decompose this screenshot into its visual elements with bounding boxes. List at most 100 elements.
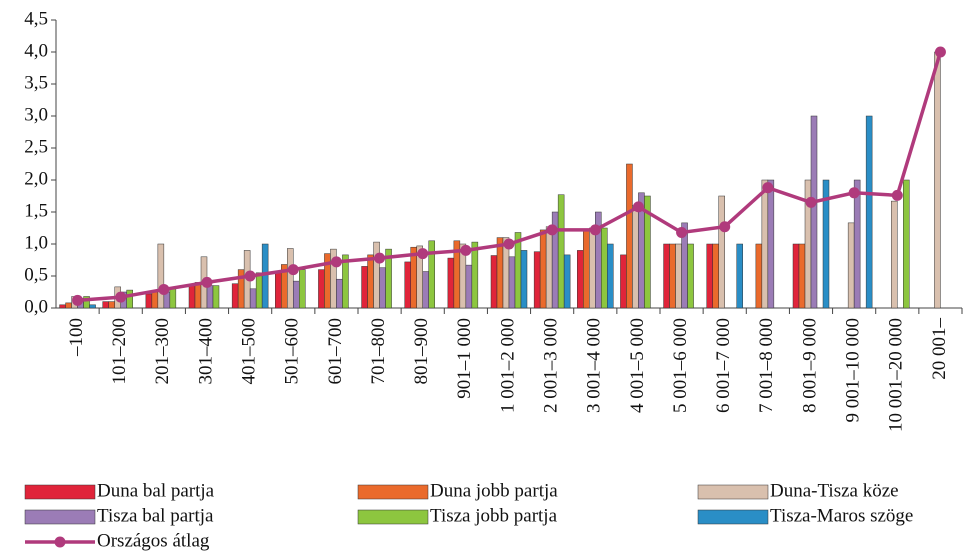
line-marker <box>72 294 84 306</box>
x-tick-label: 401–500 <box>239 318 260 385</box>
bar <box>496 237 504 309</box>
bar <box>169 288 177 309</box>
bar <box>626 163 633 309</box>
bar <box>755 243 763 309</box>
y-tick-label: 1,0 <box>24 232 48 253</box>
bar <box>545 226 553 309</box>
bar <box>520 250 528 309</box>
line-marker <box>503 238 515 250</box>
bar <box>293 280 300 309</box>
bar <box>108 301 115 309</box>
line-marker <box>934 46 946 58</box>
bar <box>361 266 368 309</box>
line-marker <box>762 182 774 194</box>
bar <box>706 243 713 309</box>
bar <box>792 243 800 309</box>
x-tick-label: 6 001–7 000 <box>713 318 734 413</box>
line-marker <box>676 226 688 238</box>
bar <box>422 271 429 309</box>
bar <box>490 255 498 309</box>
line-marker <box>589 224 601 236</box>
legend-swatch <box>357 509 429 525</box>
line-marker <box>891 189 903 201</box>
line-marker <box>330 256 342 268</box>
bar <box>212 285 220 309</box>
y-tick-label: 0,0 <box>24 296 48 317</box>
bar <box>471 241 479 309</box>
bar <box>669 243 676 309</box>
bar <box>404 261 411 309</box>
bar <box>373 241 380 309</box>
bar <box>385 248 392 309</box>
bar <box>342 254 349 309</box>
x-tick-label: 1 001–2 000 <box>497 318 518 413</box>
bar <box>736 243 743 309</box>
y-tick-label: 2,0 <box>24 168 48 189</box>
bar <box>367 254 374 309</box>
bar <box>299 269 306 309</box>
bar <box>663 243 670 309</box>
legend-swatch <box>697 484 769 500</box>
x-tick-label: 501–600 <box>282 318 303 385</box>
y-tick-label: 3,5 <box>24 72 48 93</box>
bar <box>379 267 386 309</box>
legend-swatch <box>357 484 429 500</box>
x-tick-label: 901–1 000 <box>454 318 475 399</box>
bar <box>934 51 941 309</box>
legend-marker <box>54 536 66 548</box>
bar <box>206 285 214 309</box>
bar <box>583 230 590 309</box>
bar <box>261 243 269 309</box>
bar <box>903 179 910 309</box>
bar <box>428 240 435 309</box>
legend-label: Duna bal partja <box>97 480 215 501</box>
x-tick-label: 701–800 <box>368 318 389 385</box>
legend-label: Tisza bal partja <box>97 505 214 526</box>
x-tick-label: 601–700 <box>325 318 346 385</box>
line-marker <box>719 221 731 233</box>
bar <box>188 285 196 309</box>
bar <box>231 283 239 309</box>
bar <box>318 269 325 309</box>
bar <box>151 291 159 309</box>
bar <box>767 179 775 309</box>
line-marker <box>158 283 170 295</box>
x-tick-label: –100 <box>66 318 87 357</box>
line-marker <box>201 276 213 288</box>
bar <box>249 288 257 309</box>
bar <box>563 254 571 309</box>
line-marker <box>115 291 127 303</box>
bar <box>557 194 565 309</box>
legend-label: Tisza jobb partja <box>430 505 558 526</box>
legend-label: Duna-Tisza köze <box>770 480 899 501</box>
bar <box>891 200 898 309</box>
bar <box>145 293 153 309</box>
bar <box>255 272 263 309</box>
bar <box>853 179 861 309</box>
x-tick-label: 2 001–3 000 <box>541 318 562 413</box>
legend-swatch <box>24 509 96 525</box>
line-marker <box>244 270 256 282</box>
bar <box>59 304 66 309</box>
x-tick-label: 10 001–20 000 <box>886 318 907 432</box>
bar <box>644 195 651 309</box>
bar <box>336 278 343 309</box>
x-tick-label: 201–300 <box>152 318 173 385</box>
bar <box>865 115 873 309</box>
x-tick-label: 5 001–6 000 <box>670 318 691 413</box>
legend-swatch <box>697 509 769 525</box>
line-marker <box>417 248 429 260</box>
line-marker <box>632 201 644 213</box>
x-tick-label: 9 001–10 000 <box>843 318 864 423</box>
bar <box>577 250 584 309</box>
line-marker <box>460 244 472 256</box>
bar <box>601 227 608 309</box>
bar <box>589 227 596 309</box>
bar <box>687 243 694 309</box>
bar <box>620 254 627 309</box>
bar <box>847 222 855 309</box>
bar <box>157 243 165 309</box>
legend-label: Tisza-Maros szöge <box>770 505 913 526</box>
bar <box>514 232 522 309</box>
